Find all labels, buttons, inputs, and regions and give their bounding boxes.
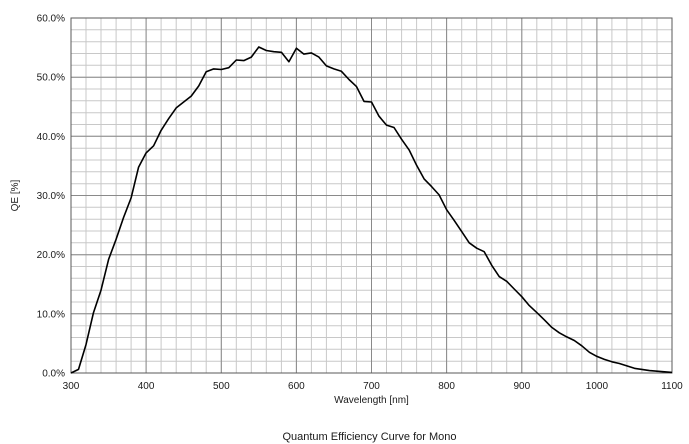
x-axis-tick-labels: 300 400 500 600 700 800 900 1000 1100 [63, 381, 684, 392]
x-tick-label: 700 [363, 381, 380, 392]
chart-title: Quantum Efficiency Curve for Mono [282, 431, 456, 443]
x-tick-label: 400 [138, 381, 155, 392]
y-tick-label: 0.0% [42, 369, 65, 380]
y-axis-tick-labels: 0.0% 10.0% 20.0% 30.0% 40.0% 50.0% 60.0% [37, 14, 65, 380]
y-axis-label: QE [%] [10, 179, 21, 211]
y-tick-label: 40.0% [37, 132, 65, 143]
y-tick-label: 10.0% [37, 309, 65, 320]
x-tick-label: 1000 [586, 381, 609, 392]
x-tick-label: 800 [438, 381, 455, 392]
x-tick-label: 500 [213, 381, 230, 392]
x-tick-label: 300 [63, 381, 80, 392]
y-tick-label: 20.0% [37, 250, 65, 261]
y-tick-label: 60.0% [37, 14, 65, 25]
y-tick-label: 50.0% [37, 73, 65, 84]
y-tick-label: 30.0% [37, 191, 65, 202]
x-tick-label: 1100 [661, 381, 683, 392]
qe-series-line [70, 46, 673, 374]
x-tick-label: 900 [513, 381, 530, 392]
x-axis-label: Wavelength [nm] [334, 395, 409, 406]
x-tick-label: 600 [288, 381, 305, 392]
plot-area-frame [70, 17, 673, 374]
